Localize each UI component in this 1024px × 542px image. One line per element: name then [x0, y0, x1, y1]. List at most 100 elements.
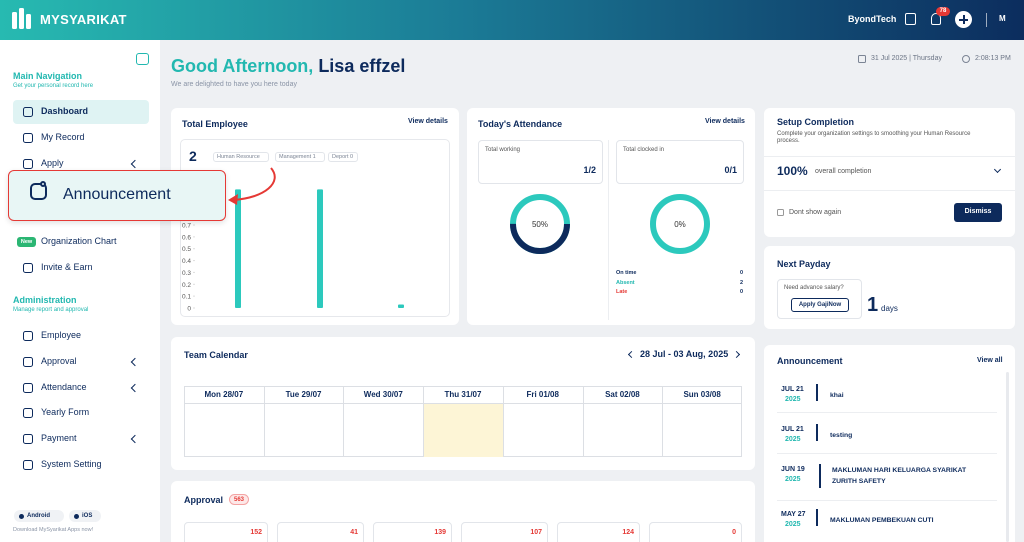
current-time: 2:08:13 PM: [975, 55, 1011, 62]
app-store-pill[interactable]: iOS: [69, 510, 101, 522]
announcement-divider: [777, 453, 997, 454]
department-filter[interactable]: Management 1: [275, 152, 325, 162]
callout-arrow: [228, 167, 276, 205]
advance-salary-prompt: Need advance salary?: [784, 285, 844, 291]
approval-badge-count: 563: [233, 496, 244, 503]
calendar-col-line: [263, 386, 265, 457]
nav-icon: [23, 133, 33, 143]
nav-item-label[interactable]: Apply: [41, 158, 64, 168]
attendance-stat-box: Total working 1/2: [478, 140, 603, 184]
announcement-marker: [816, 424, 818, 441]
department-filter[interactable]: Deport 0: [328, 152, 358, 162]
nav-item-label[interactable]: Employee: [41, 330, 82, 340]
announcement-marker: [819, 464, 821, 488]
calendar-range: 28 Jul - 03 Aug, 2025: [640, 349, 729, 359]
employee-chart-frame: [180, 139, 450, 317]
announcement-title[interactable]: khai: [830, 392, 844, 399]
calendar-day-header: Tue 29/07: [285, 390, 322, 399]
nav-item-label[interactable]: Dashboard: [41, 106, 89, 116]
approval-type-count: 107: [530, 529, 542, 536]
calendar-day-header: Sun 03/08: [683, 390, 721, 399]
approval-type-count: 152: [250, 529, 262, 536]
card-title: Today's Attendance: [478, 119, 563, 129]
approval-type-box[interactable]: 152: [184, 522, 268, 542]
logo-bar: [19, 8, 24, 29]
donut-arc: [510, 194, 570, 254]
nav-item-label[interactable]: Attendance: [41, 381, 87, 392]
app-store-pill[interactable]: Android: [14, 510, 64, 522]
nav-item-label[interactable]: My Record: [41, 132, 85, 142]
payday-count: 1: [867, 294, 879, 316]
announcement-date: MAY 27: [781, 511, 806, 518]
add-button[interactable]: [955, 11, 972, 28]
donut-label: 50%: [532, 220, 548, 229]
approval-type-count: 139: [434, 529, 446, 536]
announcement-title[interactable]: testing: [830, 432, 853, 439]
greeting: Good Afternoon, Lisa effzel: [171, 56, 571, 80]
announcement-year: 2025: [785, 436, 801, 443]
nav-item-label[interactable]: Organization Chart: [41, 236, 117, 246]
approval-type-count: 41: [350, 529, 358, 536]
nav-icon: [23, 460, 33, 470]
section-subtitle: Manage report and approval: [13, 307, 89, 313]
plus-v: [962, 15, 965, 24]
nav-item-active[interactable]: [13, 100, 149, 124]
y-tick-label: 0.5: [182, 246, 191, 253]
announcement-callout[interactable]: Announcement: [8, 170, 226, 221]
nav-item-label[interactable]: Payment: [41, 433, 77, 444]
logo-bar: [26, 14, 31, 29]
dont-show-label: Dont show again: [789, 209, 842, 216]
nav-icon: [23, 434, 33, 445]
advance-salary-box: [777, 279, 862, 319]
announcement-divider: [777, 500, 997, 501]
current-date: 31 Jul 2025 | Thursday: [871, 55, 942, 62]
notification-count: 78: [939, 8, 947, 14]
callout-icon: [30, 183, 47, 200]
department-filter[interactable]: Human Resource: [213, 152, 269, 162]
company-name[interactable]: ByondTech: [848, 14, 897, 24]
view-details-link[interactable]: View details: [408, 118, 448, 125]
announcement-marker: [816, 509, 818, 526]
dismiss-button-label: Dismiss: [964, 208, 992, 215]
view-all-link[interactable]: View all: [977, 357, 1003, 364]
apply-gajinow-button[interactable]: Apply GajiNow: [791, 298, 849, 312]
callout-label[interactable]: Announcement: [63, 186, 171, 203]
nav-item-label[interactable]: Approval: [41, 355, 77, 366]
section-title: Administration: [13, 295, 77, 305]
calendar-day-header: Wed 30/07: [363, 390, 403, 399]
approval-type-box[interactable]: 107: [461, 522, 548, 542]
approval-type-box[interactable]: 139: [373, 522, 452, 542]
collapse-button[interactable]: [136, 53, 149, 65]
approval-type-box[interactable]: 41: [277, 522, 364, 542]
greeting-salutation: Good Afternoon,: [171, 56, 314, 76]
company-icon[interactable]: [905, 13, 916, 25]
nav-item-label[interactable]: Yearly Form: [41, 407, 90, 418]
announcement-scrollbar: [1006, 372, 1009, 542]
app-store-label: Android: [27, 512, 50, 519]
user-avatar[interactable]: M: [999, 14, 1006, 23]
nav-item-label[interactable]: System Setting: [41, 459, 102, 469]
announcement-marker: [816, 384, 818, 401]
dont-show-checkbox[interactable]: [777, 209, 784, 216]
approval-type-box[interactable]: 124: [557, 522, 640, 542]
new-badge-text: New: [20, 238, 33, 245]
setup-divider: [764, 190, 1015, 191]
app-icon: [74, 513, 79, 519]
calendar-day-header: Thu 31/07: [444, 390, 482, 399]
approval-badge: 563: [229, 494, 249, 505]
y-tick-label: 0: [187, 306, 191, 313]
department-filter-label: Management 1: [279, 154, 316, 160]
nav-icon: [23, 382, 33, 393]
nav-item-label[interactable]: Invite & Earn: [41, 262, 93, 272]
announcement-title[interactable]: MAKLUMAN HARI KELUARGA SYARIKAT ZURITH S…: [832, 467, 967, 485]
greeting-subtitle: We are delighted to have you here today: [171, 81, 297, 88]
attendance-legend-label: On time: [616, 270, 637, 276]
dismiss-button[interactable]: Dismiss: [954, 203, 1002, 222]
nav-icon: [23, 263, 33, 273]
announcement-year: 2025: [785, 396, 801, 403]
approval-type-box[interactable]: 0: [649, 522, 742, 542]
announcement-title[interactable]: MAKLUMAN PEMBEKUAN CUTI: [830, 517, 934, 524]
view-details-link[interactable]: View details: [705, 118, 745, 125]
header-separator: [986, 13, 987, 27]
